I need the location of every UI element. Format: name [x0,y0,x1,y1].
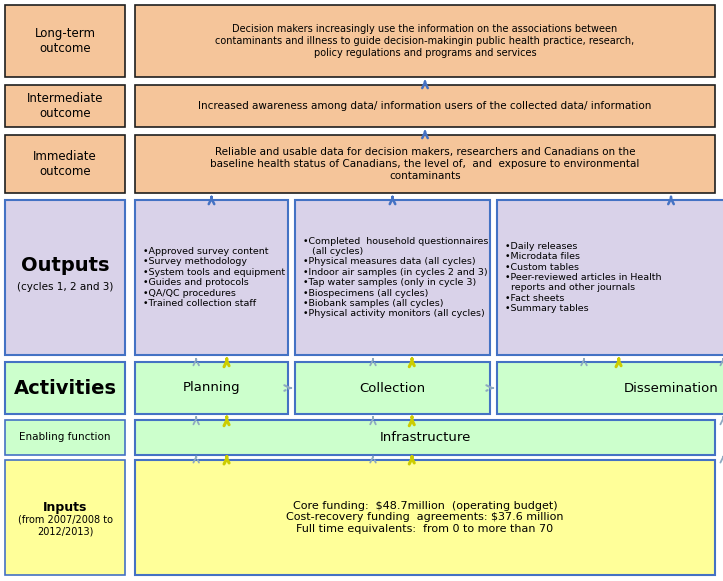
Bar [135,85,715,127]
Bar [5,460,125,575]
Text: Decision makers increasingly use the information on the associations between
con: Decision makers increasingly use the inf… [215,24,635,58]
Text: Outputs: Outputs [21,256,109,275]
Text: Increased awareness among data/ information users of the collected data/ informa: Increased awareness among data/ informat… [198,101,651,111]
Bar [5,420,125,455]
Text: •Approved survey content
•Survey methodology
•System tools and equipment
•Guides: •Approved survey content •Survey methodo… [143,247,285,308]
Text: Immediate
outcome: Immediate outcome [33,150,97,178]
Text: Intermediate
outcome: Intermediate outcome [27,92,103,120]
Bar [295,362,490,414]
Bar [135,135,715,193]
Text: •Daily releases
•Microdata files
•Custom tables
•Peer-reviewed articles in Healt: •Daily releases •Microdata files •Custom… [505,242,662,313]
Bar [5,5,125,77]
Bar [135,200,288,355]
Bar [5,85,125,127]
Bar [5,135,125,193]
Text: Infrastructure: Infrastructure [380,431,471,444]
Text: (from 2007/2008 to
2012/2013): (from 2007/2008 to 2012/2013) [17,515,113,536]
Text: Inputs: Inputs [43,501,87,514]
Bar [295,200,490,355]
Bar [5,362,125,414]
Text: Planning: Planning [183,382,240,394]
Text: Collection: Collection [359,382,426,394]
Bar [135,362,288,414]
Bar [497,200,723,355]
Bar [5,200,125,355]
Bar [497,362,723,414]
Text: Reliable and usable data for decision makers, researchers and Canadians on the
b: Reliable and usable data for decision ma… [210,148,640,181]
Text: Activities: Activities [14,378,116,397]
Text: Enabling function: Enabling function [20,432,111,443]
Bar [135,460,715,575]
Text: Core funding:  $48.7million  (operating budget)
Cost-recovery funding  agreement: Core funding: $48.7million (operating bu… [286,501,564,534]
Text: (cycles 1, 2 and 3): (cycles 1, 2 and 3) [17,282,114,292]
Text: •Completed  household questionnaires
   (all cycles)
•Physical measures data (al: •Completed household questionnaires (all… [303,236,488,318]
Bar [135,420,715,455]
Bar [135,5,715,77]
Text: Dissemination: Dissemination [624,382,719,394]
Text: Long-term
outcome: Long-term outcome [35,27,95,55]
